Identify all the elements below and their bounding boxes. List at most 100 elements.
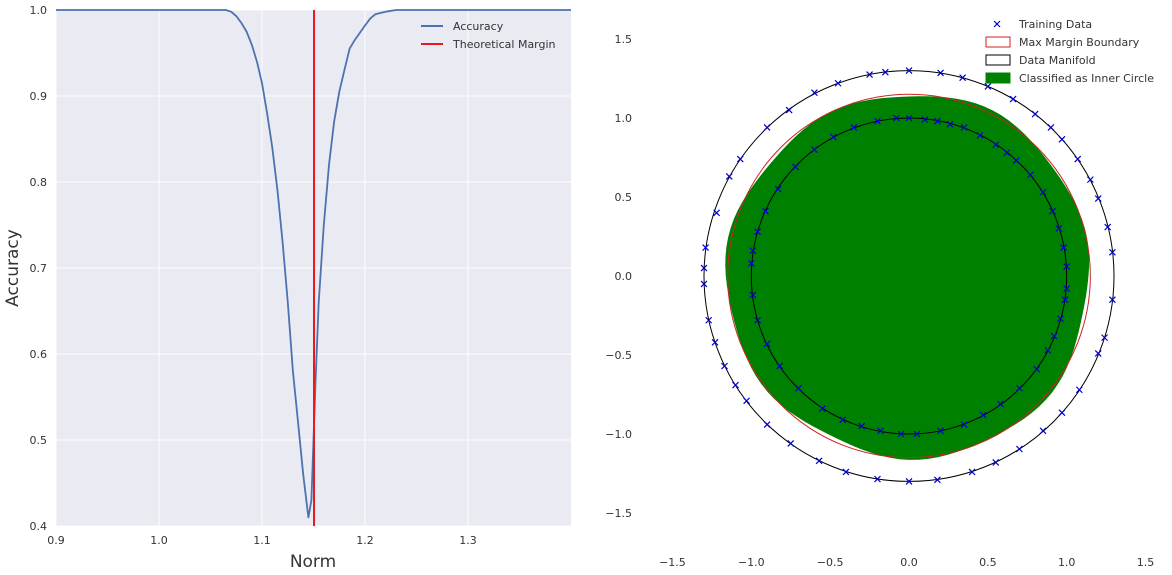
classifier-legend: Training Data Max Margin Boundary Data Man… [985,18,1154,85]
accuracy-x-tick-label: 1.0 [150,534,168,547]
training-data-point [933,476,941,484]
classifier-legend-label: Training Data [1018,18,1092,31]
training-data-point [792,163,799,171]
training-data-point [700,264,708,272]
training-data-point [713,209,721,217]
accuracy-y-tick-label: 1.0 [30,4,48,17]
training-data-point [1061,296,1069,304]
classifier-y-tick-label: 0.5 [615,191,633,204]
training-data-point [1101,334,1108,342]
training-data-point [818,405,826,413]
accuracy-chart: 0.9 1.0 1.1 1.2 1.3 0.4 0.5 0.6 0.7 0.8 0.9 1.0 No… [3,4,571,572]
training-data-point [1094,195,1102,203]
accuracy-y-tick-label: 0.8 [30,176,48,189]
training-data-point [959,74,967,82]
training-data-point [1015,384,1023,392]
training-data-point [721,362,728,370]
training-data-point [892,114,900,122]
training-data-point [763,340,771,348]
training-data-point [905,477,913,485]
accuracy-series-layer [56,9,571,526]
training-data-point [774,185,782,193]
training-data-point [1074,155,1082,163]
training-data-point [933,117,941,125]
training-data-point [937,69,944,77]
training-data-point [874,117,881,125]
training-data-point [850,124,858,131]
training-data-point [897,430,905,438]
classifier-chart: −1.5 −1.0 −0.5 0.0 0.5 1.0 1.5 −1.5 −1.0 −0.5 0.0… [605,18,1154,569]
training-data-point [937,427,944,435]
training-data-point [747,259,755,267]
accuracy-legend: Accuracy Theoretical Margin [421,20,556,51]
training-data-point [776,362,784,370]
training-data-point [960,124,968,131]
training-data-point [1039,427,1047,435]
training-data-point [725,173,733,180]
classifier-y-tick-label: −0.5 [605,349,632,362]
training-data-point [913,430,921,438]
training-data-point [976,131,984,139]
training-data-point [866,71,873,78]
accuracy-legend-label: Accuracy [453,20,504,33]
training-data-point [979,411,987,419]
training-data-point [754,316,762,324]
training-data-point [1031,110,1039,118]
classifier-x-tick-label: 0.5 [979,556,997,569]
accuracy-line [56,9,571,519]
classifier-legend-label: Max Margin Boundary [1019,36,1140,49]
accuracy-x-tick-label: 1.2 [356,534,374,547]
classifier-y-ticks: −1.5 −1.0 −0.5 0.0 0.5 1.0 1.5 [605,33,632,520]
classifier-y-tick-label: 1.5 [615,33,633,46]
classifier-y-tick-label: −1.5 [605,507,632,520]
accuracy-y-tick-label: 0.9 [30,90,48,103]
training-data-point [1063,263,1071,270]
accuracy-x-tick-label: 0.9 [47,534,65,547]
accuracy-x-axis-label: Norm [290,552,336,572]
training-data-point [992,459,1000,466]
training-data-point [984,82,992,90]
classified-inner-region [725,96,1090,460]
training-data-point [905,67,913,75]
training-data-point [1060,244,1067,251]
training-data-point [992,141,1000,149]
training-data-point [1049,207,1056,215]
training-data-point [834,79,842,87]
training-data-point [1056,315,1064,323]
training-data-point [1015,445,1023,453]
classifier-y-tick-label: 1.0 [615,112,633,125]
training-data-point [946,120,954,128]
classifier-x-ticks: −1.5 −1.0 −0.5 0.0 0.5 1.0 1.5 [659,556,1154,569]
classifier-legend-label: Data Manifold [1019,54,1096,67]
classifier-y-tick-label: −1.0 [605,428,632,441]
training-data-point [881,68,889,76]
training-data-point [732,381,739,389]
training-data-point [1058,135,1066,143]
training-data-point [1047,124,1055,131]
training-data-point [810,146,818,154]
training-data-point [762,207,769,215]
classifier-x-tick-label: 1.0 [1058,556,1076,569]
classifier-legend-swatch [993,20,1001,28]
classifier-x-tick-label: −1.5 [659,556,686,569]
accuracy-y-tick-label: 0.4 [30,520,48,533]
accuracy-y-ticks: 0.4 0.5 0.6 0.7 0.8 0.9 1.0 [30,4,48,533]
training-data-point [749,291,757,299]
training-data-point [1109,296,1116,304]
training-data-point [763,421,771,428]
training-data-point [839,416,847,424]
training-data-point [1109,248,1116,256]
training-data-point [702,244,709,251]
accuracy-x-tick-label: 1.1 [253,534,271,547]
training-data-point [997,400,1004,408]
accuracy-y-tick-label: 0.6 [30,348,48,361]
training-data-point [754,228,762,236]
training-data-layer [700,67,1116,485]
classifier-legend-swatch [985,72,1011,84]
training-data-point [795,384,803,392]
classifier-legend-swatch [985,36,1011,48]
training-data-point [1104,223,1112,231]
classifier-legend-label: Classified as Inner Circle [1019,72,1154,85]
training-data-point [749,247,757,255]
accuracy-x-ticks: 0.9 1.0 1.1 1.2 1.3 [47,534,477,547]
